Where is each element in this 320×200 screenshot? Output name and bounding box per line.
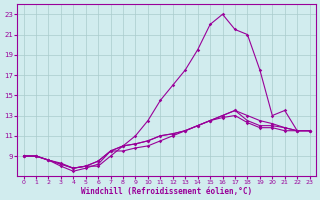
- X-axis label: Windchill (Refroidissement éolien,°C): Windchill (Refroidissement éolien,°C): [81, 187, 252, 196]
